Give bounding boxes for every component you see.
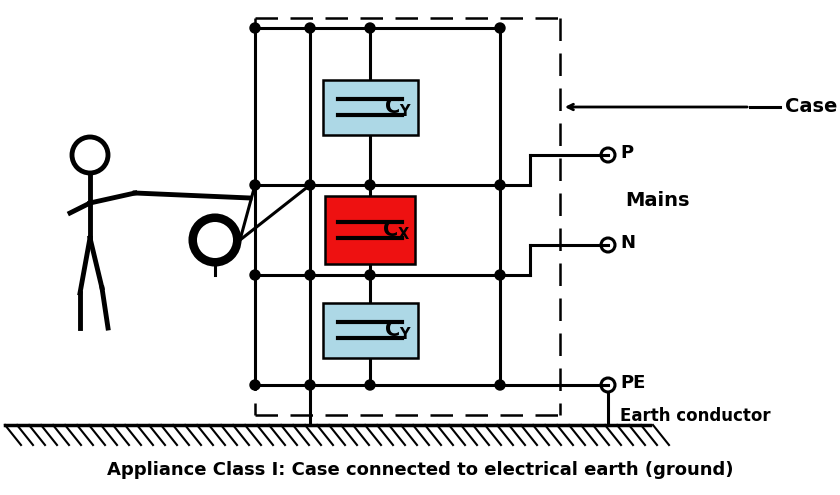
Circle shape — [305, 380, 315, 390]
Text: Mains: Mains — [625, 191, 690, 209]
Bar — [325, 196, 415, 264]
Circle shape — [305, 23, 315, 33]
Circle shape — [365, 180, 375, 190]
Text: Case: Case — [785, 98, 837, 116]
Text: $\mathbf{C_Y}$: $\mathbf{C_Y}$ — [384, 95, 412, 119]
Text: $\mathbf{C_X}$: $\mathbf{C_X}$ — [382, 218, 411, 242]
Circle shape — [365, 270, 375, 280]
Text: PE: PE — [620, 374, 645, 392]
Circle shape — [250, 180, 260, 190]
Bar — [323, 302, 417, 357]
Circle shape — [365, 23, 375, 33]
Circle shape — [250, 23, 260, 33]
Text: P: P — [620, 144, 633, 162]
Circle shape — [250, 270, 260, 280]
Text: N: N — [620, 234, 635, 252]
Text: Appliance Class I: Case connected to electrical earth (ground): Appliance Class I: Case connected to ele… — [107, 461, 733, 479]
Bar — [323, 80, 417, 135]
Circle shape — [495, 180, 505, 190]
Text: $\mathbf{C_Y}$: $\mathbf{C_Y}$ — [384, 318, 412, 342]
Circle shape — [250, 380, 260, 390]
Circle shape — [365, 380, 375, 390]
Circle shape — [495, 380, 505, 390]
Circle shape — [495, 23, 505, 33]
Circle shape — [190, 215, 240, 265]
Circle shape — [197, 222, 233, 258]
Circle shape — [305, 180, 315, 190]
Circle shape — [305, 270, 315, 280]
Text: Earth conductor: Earth conductor — [620, 407, 770, 425]
Circle shape — [495, 270, 505, 280]
